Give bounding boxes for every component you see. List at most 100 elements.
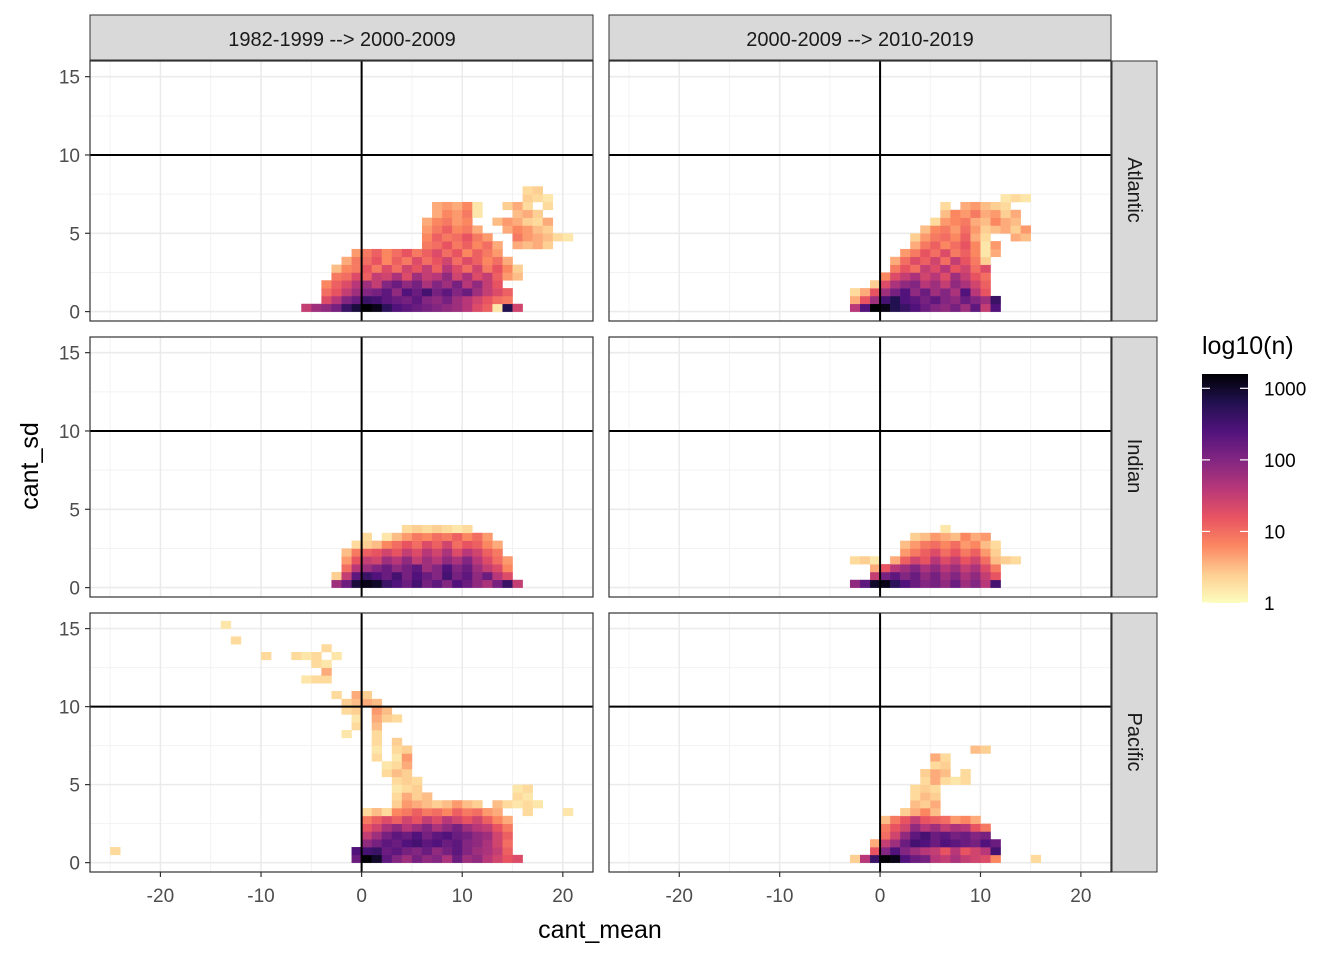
- heatmap-cell: [351, 722, 362, 731]
- heatmap-cell: [472, 295, 483, 305]
- heatmap-cell: [411, 571, 423, 581]
- heatmap-cell: [432, 280, 443, 289]
- heatmap-cell: [950, 556, 961, 565]
- heatmap-cell: [980, 280, 991, 289]
- heatmap-cell: [1000, 194, 1011, 203]
- y-tick-label: 15: [59, 620, 80, 641]
- heatmap-cell: [910, 548, 921, 557]
- heatmap-cell: [432, 209, 443, 218]
- heatmap-cell: [940, 280, 951, 289]
- heatmap-cell: [331, 579, 342, 588]
- heatmap-cell: [890, 854, 901, 863]
- heatmap-cell: [341, 571, 352, 581]
- heatmap-cell: [391, 792, 403, 801]
- heatmap-cell: [940, 225, 951, 234]
- heatmap-cell: [442, 579, 453, 588]
- legend-label: 10: [1264, 522, 1285, 543]
- heatmap-cell: [940, 839, 951, 848]
- heatmap-cell: [421, 854, 433, 863]
- heatmap-cell: [930, 280, 941, 289]
- heatmap-cell: [870, 847, 881, 856]
- heatmap-cell: [970, 831, 981, 840]
- heatmap-cell: [391, 737, 403, 746]
- heatmap-cell: [910, 295, 921, 305]
- heatmap-cell: [442, 233, 453, 242]
- heatmap-cell: [361, 698, 372, 707]
- x-tick-label: 0: [875, 886, 886, 907]
- heatmap-cell: [880, 564, 891, 573]
- heatmap-cell: [411, 532, 423, 541]
- heatmap-cell: [472, 248, 483, 258]
- heatmap-cell: [482, 264, 493, 273]
- heatmap-cell: [411, 815, 423, 824]
- panel-1-0: [608, 60, 1112, 322]
- heatmap-cell: [381, 571, 393, 581]
- heatmap-cell: [849, 288, 861, 297]
- heatmap-cell: [960, 571, 971, 581]
- heatmap-cell: [950, 288, 961, 297]
- heatmap-cell: [411, 540, 423, 549]
- heatmap-cell: [391, 800, 403, 809]
- heatmap-cell: [980, 233, 991, 242]
- heatmap-cell: [990, 201, 1001, 211]
- heatmap-cell: [502, 556, 513, 565]
- heatmap-cell: [950, 540, 961, 549]
- heatmap-cell: [910, 823, 921, 832]
- heatmap-cell: [371, 540, 383, 549]
- heatmap-cell: [321, 644, 332, 653]
- heatmap-cell: [482, 288, 493, 297]
- heatmap-cell: [960, 256, 971, 265]
- heatmap-cell: [870, 295, 881, 305]
- heatmap-cell: [371, 808, 383, 817]
- heatmap-cell: [522, 792, 533, 801]
- heatmap-cell: [411, 854, 423, 863]
- heatmap-cell: [940, 548, 951, 557]
- heatmap-cell: [472, 854, 483, 863]
- y-tick-label: 10: [59, 422, 80, 443]
- heatmap-cell: [432, 548, 443, 557]
- heatmap-cell: [482, 579, 493, 588]
- heatmap-cell: [900, 831, 911, 840]
- heatmap-cell: [361, 264, 372, 273]
- heatmap-cell: [930, 847, 941, 856]
- heatmap-cell: [492, 295, 503, 305]
- heatmap-cell: [432, 831, 443, 840]
- heatmap-cell: [980, 823, 991, 832]
- heatmap-cell: [411, 839, 423, 848]
- x-tick-label: 10: [452, 886, 473, 907]
- heatmap-cell: [980, 272, 991, 281]
- heatmap-cell: [990, 225, 1001, 234]
- heatmap-cell: [401, 288, 413, 297]
- heatmap-cell: [960, 217, 971, 226]
- heatmap-cell: [432, 579, 443, 588]
- heatmap-cell: [940, 831, 951, 840]
- heatmap-cell: [900, 571, 911, 581]
- heatmap-cell: [512, 303, 523, 312]
- heatmap-cell: [371, 303, 383, 312]
- heatmap-cell: [502, 579, 513, 588]
- heatmap-cell: [950, 564, 961, 573]
- heatmap-cell: [980, 241, 991, 250]
- heatmap-cell: [472, 808, 483, 817]
- heatmap-cell: [522, 217, 533, 226]
- heatmap-cell: [331, 272, 342, 281]
- heatmap-cell: [421, 571, 433, 581]
- heatmap-cell: [940, 753, 951, 762]
- heatmap-cell: [900, 280, 911, 289]
- heatmap-cell: [980, 295, 991, 305]
- heatmap-cell: [502, 815, 513, 824]
- heatmap-cell: [1010, 217, 1021, 226]
- heatmap-cell: [391, 295, 403, 305]
- heatmap-cell: [860, 556, 871, 565]
- heatmap-cell: [401, 761, 413, 770]
- heatmap-cell: [371, 722, 383, 731]
- heatmap-cell: [472, 225, 483, 234]
- heatmap-cell: [1000, 225, 1011, 234]
- heatmap-cell: [482, 241, 493, 250]
- y-axis-title: cant_sd: [16, 422, 44, 510]
- heatmap-cell: [870, 854, 881, 863]
- heatmap-cell: [351, 264, 362, 273]
- heatmap-cell: [890, 288, 901, 297]
- heatmap-cell: [462, 548, 473, 557]
- heatmap-cell: [351, 714, 362, 723]
